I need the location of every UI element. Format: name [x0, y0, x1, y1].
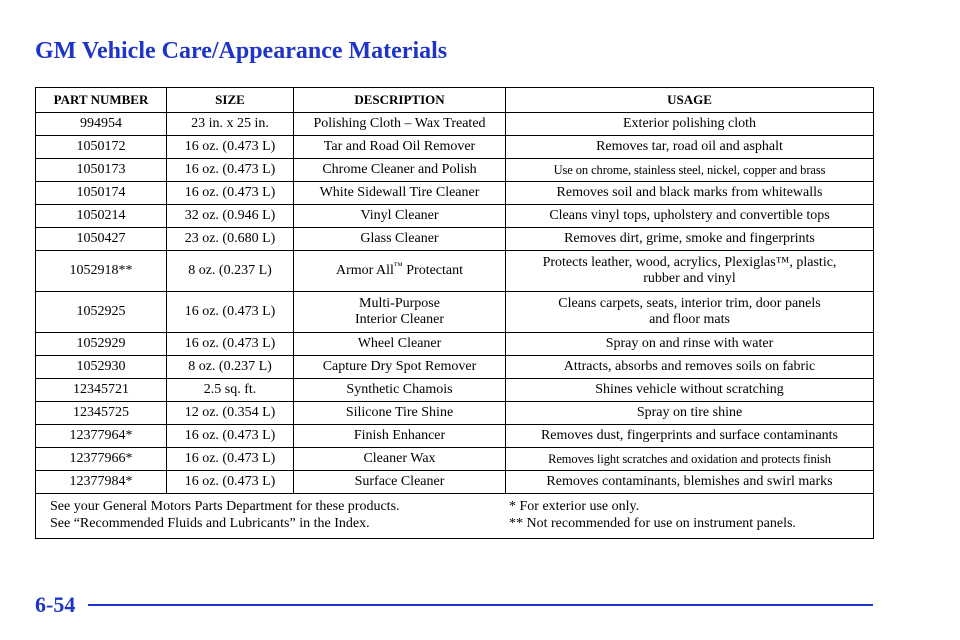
part-number-cell: 12345721	[35, 378, 167, 402]
size-cell: 16 oz. (0.473 L)	[166, 447, 294, 471]
table-row: 12377964* 16 oz. (0.473 L) Finish Enhanc…	[35, 424, 874, 448]
size-cell: 16 oz. (0.473 L)	[166, 332, 294, 356]
description-suffix: Protectant	[402, 263, 464, 278]
table-row: 1050172 16 oz. (0.473 L) Tar and Road Oi…	[35, 135, 874, 159]
header-size: SIZE	[166, 87, 294, 113]
description-cell: Tar and Road Oil Remover	[293, 135, 506, 159]
table-row: 12377984* 16 oz. (0.473 L) Surface Clean…	[35, 470, 874, 494]
table-row: 1052930 8 oz. (0.237 L) Capture Dry Spot…	[35, 355, 874, 379]
usage-cell: Exterior polishing cloth	[505, 112, 874, 136]
usage-cell: Removes dirt, grime, smoke and fingerpri…	[505, 227, 874, 251]
usage-cell: Attracts, absorbs and removes soils on f…	[505, 355, 874, 379]
size-cell: 8 oz. (0.237 L)	[166, 355, 294, 379]
description-cell: Finish Enhancer	[293, 424, 506, 448]
usage-cell: Use on chrome, stainless steel, nickel, …	[505, 158, 874, 182]
description-line: Interior Cleaner	[354, 312, 444, 327]
footnote-double-asterisk: ** Not recommended for use on instrument…	[509, 516, 796, 531]
usage-cell: Shines vehicle without scratching	[505, 378, 874, 402]
note-parts-department: See your General Motors Parts Department…	[50, 499, 400, 514]
table-row: 1050427 23 oz. (0.680 L) Glass Cleaner R…	[35, 227, 874, 251]
usage-cell: Removes contaminants, blemishes and swir…	[505, 470, 874, 494]
size-cell: 16 oz. (0.473 L)	[166, 181, 294, 205]
table-row: 1052918** 8 oz. (0.237 L) Armor All™ Pro…	[35, 250, 874, 292]
size-cell: 12 oz. (0.354 L)	[166, 401, 294, 425]
description-cell: Synthetic Chamois	[293, 378, 506, 402]
note-fluids-reference: See “Recommended Fluids and Lubricants” …	[50, 516, 370, 531]
description-cell: Cleaner Wax	[293, 447, 506, 471]
description-text: Armor All	[335, 263, 394, 278]
part-number-cell: 1052925	[35, 291, 167, 333]
size-cell: 16 oz. (0.473 L)	[166, 424, 294, 448]
part-number-cell: 1052930	[35, 355, 167, 379]
table-row: 12377966* 16 oz. (0.473 L) Cleaner Wax R…	[35, 447, 874, 471]
table-row: 1052925 16 oz. (0.473 L) Multi-Purpose I…	[35, 291, 874, 333]
table-notes: See your General Motors Parts Department…	[35, 493, 874, 539]
usage-line: rubber and vinyl	[643, 271, 736, 286]
description-cell: Chrome Cleaner and Polish	[293, 158, 506, 182]
care-materials-table: PART NUMBER SIZE DESCRIPTION USAGE 99495…	[35, 87, 874, 539]
table-row: 1050214 32 oz. (0.946 L) Vinyl Cleaner C…	[35, 204, 874, 228]
usage-cell: Cleans vinyl tops, upholstery and conver…	[505, 204, 874, 228]
part-number-cell: 1050172	[35, 135, 167, 159]
usage-line: Protects leather, wood, acrylics, Plexig…	[542, 255, 837, 270]
description-line: Multi-Purpose	[359, 296, 440, 311]
header-usage: USAGE	[505, 87, 874, 113]
usage-cell: Spray on tire shine	[505, 401, 874, 425]
table-row: 12345721 2.5 sq. ft. Synthetic Chamois S…	[35, 378, 874, 402]
description-cell: Wheel Cleaner	[293, 332, 506, 356]
description-cell: Glass Cleaner	[293, 227, 506, 251]
part-number-cell: 1050173	[35, 158, 167, 182]
part-number-cell: 1050174	[35, 181, 167, 205]
part-number-cell: 12377984*	[35, 470, 167, 494]
usage-cell: Removes dust, fingerprints and surface c…	[505, 424, 874, 448]
part-number-cell: 1050427	[35, 227, 167, 251]
description-cell: Polishing Cloth – Wax Treated	[293, 112, 506, 136]
usage-cell: Removes soil and black marks from whitew…	[505, 181, 874, 205]
description-cell: Armor All™ Protectant	[293, 250, 506, 292]
part-number-cell: 1052918**	[35, 250, 167, 292]
header-description: DESCRIPTION	[293, 87, 506, 113]
size-cell: 16 oz. (0.473 L)	[166, 135, 294, 159]
size-cell: 16 oz. (0.473 L)	[166, 158, 294, 182]
table-row: 1050174 16 oz. (0.473 L) White Sidewall …	[35, 181, 874, 205]
size-cell: 23 in. x 25 in.	[166, 112, 294, 136]
usage-line: and floor mats	[649, 312, 730, 327]
usage-cell: Protects leather, wood, acrylics, Plexig…	[505, 250, 874, 292]
part-number-cell: 12345725	[35, 401, 167, 425]
usage-cell: Cleans carpets, seats, interior trim, do…	[505, 291, 874, 333]
part-number-cell: 1052929	[35, 332, 167, 356]
usage-cell: Removes light scratches and oxidation an…	[505, 447, 874, 471]
size-cell: 32 oz. (0.946 L)	[166, 204, 294, 228]
part-number-cell: 12377966*	[35, 447, 167, 471]
table-row: 1052929 16 oz. (0.473 L) Wheel Cleaner S…	[35, 332, 874, 356]
table-row: 1050173 16 oz. (0.473 L) Chrome Cleaner …	[35, 158, 874, 182]
page-title: GM Vehicle Care/Appearance Materials	[35, 38, 448, 64]
part-number-cell: 1050214	[35, 204, 167, 228]
description-cell: White Sidewall Tire Cleaner	[293, 181, 506, 205]
size-cell: 8 oz. (0.237 L)	[166, 250, 294, 292]
header-part-number: PART NUMBER	[35, 87, 167, 113]
description-cell: Multi-Purpose Interior Cleaner	[293, 291, 506, 333]
table-header-row: PART NUMBER SIZE DESCRIPTION USAGE	[35, 87, 874, 113]
part-number-cell: 994954	[35, 112, 167, 136]
trademark-mark: ™	[393, 260, 403, 271]
table-row: 994954 23 in. x 25 in. Polishing Cloth –…	[35, 112, 874, 136]
part-number-cell: 12377964*	[35, 424, 167, 448]
description-cell: Silicone Tire Shine	[293, 401, 506, 425]
size-cell: 2.5 sq. ft.	[166, 378, 294, 402]
footnote-single-asterisk: * For exterior use only.	[509, 499, 640, 514]
usage-cell: Removes tar, road oil and asphalt	[505, 135, 874, 159]
table-row: 12345725 12 oz. (0.354 L) Silicone Tire …	[35, 401, 874, 425]
usage-line: Cleans carpets, seats, interior trim, do…	[558, 296, 821, 311]
size-cell: 16 oz. (0.473 L)	[166, 470, 294, 494]
description-cell: Vinyl Cleaner	[293, 204, 506, 228]
size-cell: 23 oz. (0.680 L)	[166, 227, 294, 251]
description-cell: Capture Dry Spot Remover	[293, 355, 506, 379]
page-number: 6-54	[35, 592, 76, 617]
table-notes-row: See your General Motors Parts Department…	[35, 493, 874, 539]
size-cell: 16 oz. (0.473 L)	[166, 291, 294, 333]
description-cell: Surface Cleaner	[293, 470, 506, 494]
usage-cell: Spray on and rinse with water	[505, 332, 874, 356]
footer-divider	[88, 604, 873, 606]
